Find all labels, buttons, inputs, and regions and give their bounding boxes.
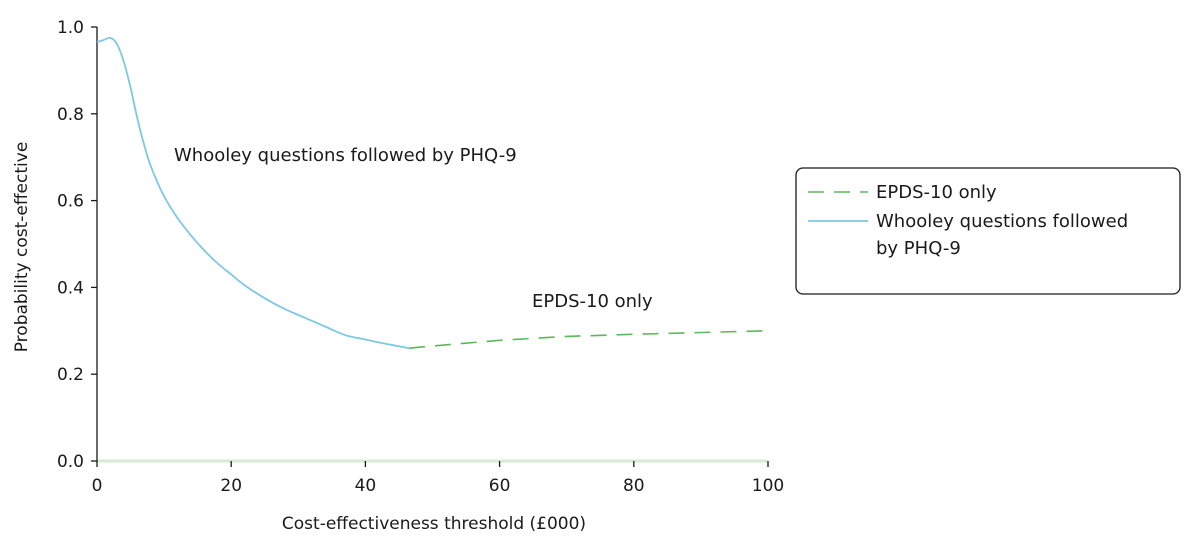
legend-label-epds: EPDS-10 only	[876, 182, 997, 203]
y-axis-title: Probability cost-effective	[12, 142, 32, 353]
x-tick-label: 0	[92, 476, 103, 496]
annotation-epds: EPDS-10 only	[532, 291, 653, 312]
x-tick-label: 40	[355, 476, 377, 496]
axes	[96, 27, 768, 463]
legend-label-whooley-line2: by PHQ-9	[876, 238, 961, 259]
y-tick-label: 0.8	[57, 105, 84, 125]
legend: EPDS-10 only Whooley questions followed …	[795, 167, 1181, 295]
series-line-1	[96, 36, 410, 350]
y-tick-label: 0.6	[57, 192, 84, 212]
annotation-whooley: Whooley questions followed by PHQ-9	[174, 145, 517, 166]
legend-label-whooley-line1: Whooley questions followed	[876, 211, 1128, 232]
x-axis-title: Cost-effectiveness threshold (£000)	[282, 514, 586, 534]
series-line-0	[408, 330, 769, 349]
y-tick-label: 0.4	[57, 278, 84, 298]
series-layer	[96, 36, 769, 350]
y-tick-label: 0.0	[57, 452, 84, 472]
x-tick-label: 20	[220, 476, 242, 496]
legend-box	[795, 167, 1181, 295]
x-tick-label: 60	[489, 476, 511, 496]
ticks: 0.0 0.2 0.4 0.6 0.8 1.0 0 20 40 60 80 100	[57, 18, 784, 496]
y-tick-label: 1.0	[57, 18, 84, 38]
x-tick-label: 80	[623, 476, 645, 496]
y-tick-label: 0.2	[57, 365, 84, 385]
x-tick-label: 100	[752, 476, 784, 496]
